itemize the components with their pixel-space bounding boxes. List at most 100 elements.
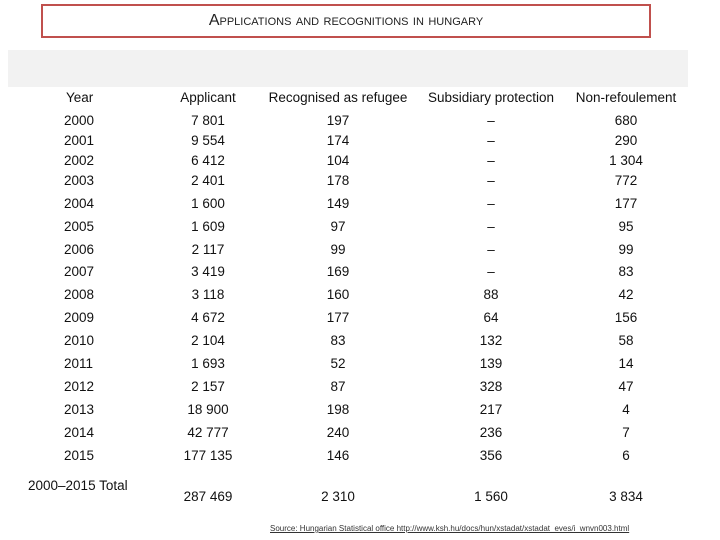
table-row: 2012 2 157 87 328 47 (8, 377, 698, 397)
header-year: Year (66, 90, 94, 105)
cell-subsidiary: 217 (479, 402, 503, 417)
cell-nonrefoulement: 177 (614, 196, 638, 211)
cell-subsidiary: 132 (479, 333, 503, 348)
table-row: 2014 42 777 240 236 7 (8, 423, 698, 443)
header-nonrefoulement: Non-refoulement (575, 90, 677, 105)
header-refugee: Recognised as refugee (268, 90, 408, 105)
cell-applicant: 3 419 (191, 264, 225, 279)
total-applicant: 287 469 (183, 489, 233, 504)
cell-subsidiary: 64 (483, 310, 499, 325)
cell-nonrefoulement: 4 (622, 402, 630, 417)
cell-refugee: 169 (326, 264, 350, 279)
table-row: 2004 1 600 149 – 177 (8, 194, 698, 214)
table-row: 2008 3 118 160 88 42 (8, 285, 698, 305)
cell-nonrefoulement: 6 (622, 448, 630, 463)
cell-refugee: 52 (330, 356, 346, 371)
cell-refugee: 174 (326, 133, 350, 148)
cell-refugee: 146 (326, 448, 350, 463)
cell-refugee: 197 (326, 113, 350, 128)
cell-year: 2011 (64, 356, 94, 371)
cell-year: 2014 (64, 425, 95, 440)
total-label: 2000–2015 Total (28, 478, 128, 493)
cell-subsidiary: – (487, 264, 495, 279)
total-nonrefoulement: 3 834 (609, 489, 643, 504)
cell-nonrefoulement: 95 (618, 219, 634, 234)
cell-applicant: 2 401 (191, 173, 225, 188)
cell-year: 2008 (64, 287, 95, 302)
page-title: Applications and recognitions in Hungary (208, 12, 484, 29)
cell-applicant: 2 104 (191, 333, 225, 348)
cell-refugee: 198 (326, 402, 350, 417)
cell-year: 2013 (64, 402, 95, 417)
cell-applicant: 1 600 (191, 196, 225, 211)
cell-year: 2003 (64, 173, 95, 188)
cell-refugee: 104 (326, 153, 350, 168)
cell-subsidiary: 139 (479, 356, 503, 371)
cell-applicant: 2 157 (191, 379, 225, 394)
cell-nonrefoulement: 156 (614, 310, 638, 325)
total-refugee: 2 310 (321, 489, 355, 504)
table-row: 2009 4 672 177 64 156 (8, 308, 698, 328)
cell-year: 2001 (64, 133, 95, 148)
cell-nonrefoulement: 58 (618, 333, 634, 348)
cell-year: 2010 (64, 333, 95, 348)
table-row: 2005 1 609 97 – 95 (8, 217, 698, 237)
cell-nonrefoulement: 680 (614, 113, 638, 128)
cell-year: 2007 (64, 264, 95, 279)
cell-refugee: 178 (326, 173, 350, 188)
table-row: 2007 3 419 169 – 83 (8, 262, 698, 282)
cell-refugee: 99 (330, 242, 346, 257)
cell-applicant: 1 693 (191, 356, 225, 371)
table-row: 2006 2 117 99 – 99 (8, 240, 698, 260)
cell-nonrefoulement: 7 (622, 425, 630, 440)
cell-year: 2000 (64, 113, 95, 128)
total-subsidiary: 1 560 (474, 489, 508, 504)
cell-nonrefoulement: 42 (618, 287, 634, 302)
title-box: Applications and recognitions in Hungary (41, 4, 651, 38)
cell-year: 2009 (64, 310, 95, 325)
cell-applicant: 4 672 (191, 310, 225, 325)
cell-applicant: 6 412 (191, 153, 225, 168)
table-row: 2000 7 801 197 – 680 (8, 111, 698, 131)
table-row: 2013 18 900 198 217 4 (8, 400, 698, 420)
cell-subsidiary: – (487, 219, 495, 234)
cell-refugee: 177 (326, 310, 350, 325)
cell-refugee: 87 (330, 379, 346, 394)
cell-year: 2005 (64, 219, 95, 234)
cell-refugee: 160 (326, 287, 350, 302)
cell-year: 2004 (64, 196, 95, 211)
cell-subsidiary: 356 (479, 448, 503, 463)
cell-nonrefoulement: 99 (618, 242, 634, 257)
table-row: 2003 2 401 178 – 772 (8, 171, 698, 191)
table-row: 2002 6 412 104 – 1 304 (8, 151, 698, 171)
cell-year: 2012 (64, 379, 95, 394)
cell-applicant: 2 117 (191, 242, 225, 257)
cell-year: 2002 (64, 153, 95, 168)
cell-subsidiary: – (487, 133, 495, 148)
cell-applicant: 9 554 (191, 133, 225, 148)
cell-refugee: 240 (326, 425, 350, 440)
cell-nonrefoulement: 772 (614, 173, 638, 188)
cell-applicant: 7 801 (191, 113, 225, 128)
cell-applicant: 1 609 (191, 219, 225, 234)
source-link[interactable]: Source: Hungarian Statistical office htt… (270, 524, 630, 533)
cell-subsidiary: – (487, 153, 495, 168)
cell-subsidiary: – (487, 196, 495, 211)
header-subsidiary: Subsidiary protection (427, 90, 555, 105)
cell-subsidiary: – (487, 173, 495, 188)
table-header: Year Applicant Recognised as refugee Sub… (8, 88, 698, 108)
table-row: 2010 2 104 83 132 58 (8, 331, 698, 351)
cell-subsidiary: 328 (479, 379, 503, 394)
cell-refugee: 149 (326, 196, 350, 211)
cell-subsidiary: – (487, 113, 495, 128)
header-band (8, 50, 688, 87)
cell-applicant: 3 118 (191, 287, 225, 302)
cell-subsidiary: – (487, 242, 495, 257)
cell-applicant: 42 777 (187, 425, 229, 440)
cell-refugee: 97 (330, 219, 346, 234)
total-row: 2000–2015 Total 287 469 2 310 1 560 3 83… (8, 476, 698, 504)
cell-applicant: 18 900 (187, 402, 229, 417)
cell-nonrefoulement: 83 (618, 264, 634, 279)
table-row: 2001 9 554 174 – 290 (8, 131, 698, 151)
header-applicant: Applicant (180, 90, 236, 105)
